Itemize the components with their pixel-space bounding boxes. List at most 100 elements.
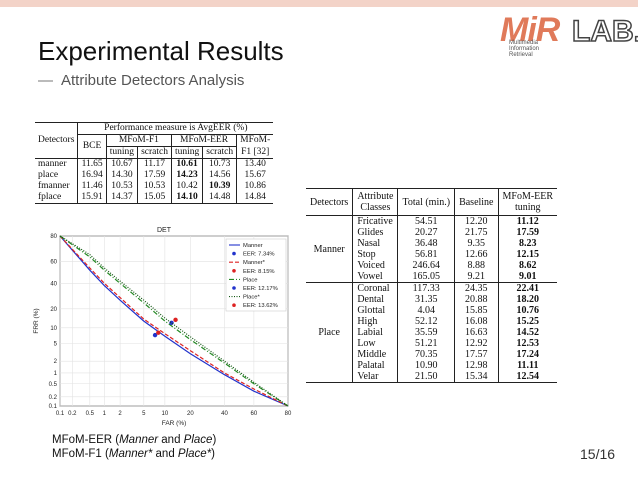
legend-entry: Manner bbox=[243, 243, 263, 249]
table-row: Labial 35.59 16.63 14.52 bbox=[306, 327, 557, 338]
caption1-a: MFoM-EER ( bbox=[52, 434, 120, 446]
table-cell: manner bbox=[35, 158, 79, 170]
table-row: Velar 21.50 15.34 12.54 bbox=[306, 371, 558, 383]
t2-header-attr: Attribute Classes bbox=[352, 188, 399, 216]
table-cell: 10.61 bbox=[171, 158, 204, 170]
table-row: Glides 20.27 21.75 17.59 bbox=[306, 227, 557, 238]
table-cell: 21.75 bbox=[454, 227, 499, 238]
legend-entry: EER: 13.62% bbox=[243, 303, 278, 309]
x-tick-label: 60 bbox=[251, 411, 258, 417]
table-cell: fmanner bbox=[35, 181, 79, 192]
table-cell: 15.67 bbox=[244, 170, 266, 180]
table-cell: 20.27 bbox=[397, 227, 456, 238]
table-cell: Stop bbox=[352, 249, 399, 260]
table-cell: 31.35 bbox=[397, 294, 456, 305]
table-cell: 12.20 bbox=[454, 215, 499, 227]
table-cell: 15.05 bbox=[137, 192, 172, 204]
table-cell: 4.04 bbox=[397, 305, 456, 316]
table-cell: Labial bbox=[352, 327, 399, 338]
table-cell: 165.05 bbox=[397, 271, 456, 283]
eer-point bbox=[169, 320, 174, 326]
table-cell: 17.24 bbox=[516, 349, 540, 360]
table-cell: 16.63 bbox=[454, 327, 499, 338]
table-row: fplace 15.91 14.37 15.05 14.10 14.48 14.84 bbox=[35, 192, 274, 204]
table-cell: 14.56 bbox=[202, 170, 238, 181]
table-cell: 15.25 bbox=[516, 316, 540, 327]
attribute-classes-table: Detectors Attribute Classes Total (min.) … bbox=[306, 188, 558, 383]
table-cell: 52.12 bbox=[397, 316, 456, 327]
table-cell: Middle bbox=[352, 349, 399, 360]
table-cell: 15.85 bbox=[454, 305, 499, 316]
table-cell: Velar bbox=[352, 371, 399, 383]
t2-header-mfom1: MFoM-EER bbox=[502, 191, 554, 202]
y-tick-label: 60 bbox=[50, 259, 57, 265]
t2-header-attr1: Attribute bbox=[357, 191, 394, 202]
table-cell: 17.59 bbox=[516, 227, 540, 238]
series-line bbox=[59, 235, 289, 407]
t2-header-detectors: Detectors bbox=[306, 188, 354, 216]
caption1-d: Place bbox=[183, 434, 213, 446]
table-cell: Coronal bbox=[352, 282, 399, 294]
legend-entry: EER: 8.15% bbox=[243, 269, 275, 275]
table-cell: 14.52 bbox=[516, 327, 540, 338]
y-tick-label: 10 bbox=[50, 326, 57, 332]
table-cell: 22.41 bbox=[516, 283, 540, 294]
legend-entry: Place* bbox=[243, 295, 261, 301]
t1-sub-tuning: tuning bbox=[106, 146, 139, 159]
x-tick-label: 0.2 bbox=[68, 411, 77, 417]
x-tick-label: 40 bbox=[221, 411, 228, 417]
table-cell: 12.53 bbox=[516, 338, 540, 349]
y-tick-label: 20 bbox=[50, 307, 57, 313]
table-cell: 16.08 bbox=[454, 316, 499, 327]
caption2-e: ) bbox=[211, 448, 215, 460]
table-cell: 10.39 bbox=[202, 181, 238, 192]
table-cell: 15.91 bbox=[77, 192, 107, 204]
table-cell: 10.67 bbox=[106, 158, 139, 170]
t1-sub-tuning: tuning bbox=[171, 146, 204, 159]
table-cell: Palatal bbox=[352, 360, 399, 371]
table-cell: 14.48 bbox=[202, 192, 238, 204]
table-row: Low 51.21 12.92 12.53 bbox=[306, 338, 557, 349]
t1-header-ref2: F1 [32] bbox=[236, 146, 274, 159]
page-number: 15/16 bbox=[580, 446, 616, 462]
table-cell: 10.42 bbox=[171, 181, 204, 192]
table-cell: Dental bbox=[352, 294, 399, 305]
table-cell: 8.88 bbox=[454, 260, 499, 271]
table-cell: fplace bbox=[35, 192, 79, 204]
group-label: Place bbox=[306, 282, 354, 383]
table-cell: 9.35 bbox=[454, 238, 499, 249]
table-row: Nasal 36.48 9.35 8.23 bbox=[306, 238, 557, 249]
t1-header-detectors: Detectors bbox=[35, 122, 79, 159]
table-cell: 17.57 bbox=[454, 349, 499, 360]
table-cell: 11.12 bbox=[516, 216, 539, 227]
legend-marker bbox=[232, 269, 236, 273]
x-tick-label: 0.5 bbox=[86, 411, 95, 417]
y-tick-label: 2 bbox=[54, 359, 58, 365]
table-cell: 16.94 bbox=[77, 170, 107, 181]
table-cell: 12.92 bbox=[454, 338, 499, 349]
y-tick-label: 80 bbox=[50, 234, 57, 240]
table-row: High 52.12 16.08 15.25 bbox=[306, 316, 557, 327]
table-row: Place Coronal 117.33 24.35 22.41 bbox=[306, 282, 557, 383]
table-cell: Nasal bbox=[352, 238, 399, 249]
x-tick-label: 10 bbox=[162, 411, 169, 417]
table-cell: Voiced bbox=[352, 260, 399, 271]
y-tick-label: 5 bbox=[54, 342, 58, 348]
table-cell: 54.51 bbox=[397, 215, 456, 227]
eer-point bbox=[156, 330, 161, 335]
x-tick-label: 80 bbox=[285, 411, 292, 417]
logo-sub-line2: Information bbox=[509, 46, 540, 52]
legend-marker bbox=[232, 286, 236, 290]
y-axis-label: FRR (%) bbox=[33, 308, 40, 333]
table-cell: 11.46 bbox=[77, 181, 107, 192]
table-cell: 13.40 bbox=[244, 159, 266, 169]
y-tick-label: 40 bbox=[50, 281, 57, 287]
y-tick-label: 0.2 bbox=[49, 395, 58, 401]
table-cell: 10.73 bbox=[202, 158, 238, 170]
x-tick-label: 2 bbox=[118, 411, 122, 417]
table-cell: 18.20 bbox=[516, 294, 540, 305]
table-cell: 117.33 bbox=[397, 282, 456, 294]
t1-header-perf: Performance measure is AvgEER (%) bbox=[77, 122, 274, 135]
table-cell: 35.59 bbox=[397, 327, 456, 338]
series-line bbox=[59, 235, 289, 407]
